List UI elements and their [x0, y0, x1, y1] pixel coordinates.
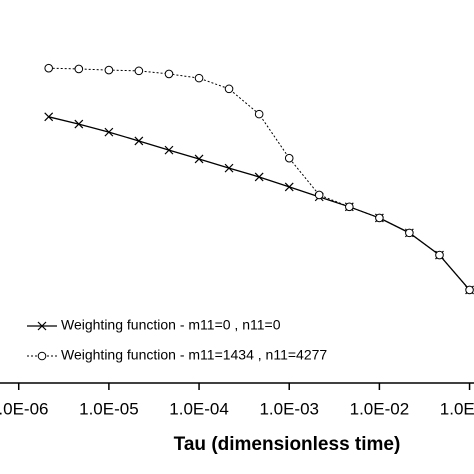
legend-marker — [37, 351, 47, 361]
data-point — [405, 228, 414, 238]
legend-marker — [37, 321, 47, 331]
x-tick-label: 1.0E-04 — [169, 399, 229, 418]
data-point — [104, 127, 114, 137]
data-point — [104, 65, 114, 75]
series-line — [48, 67, 470, 291]
data-point — [224, 84, 234, 94]
data-point — [224, 163, 234, 173]
data-point — [345, 202, 354, 212]
data-point — [164, 69, 174, 79]
data-point — [134, 136, 144, 146]
data-point — [194, 154, 204, 164]
legend-label: Weighting function - m11=1434 , n11=4277 — [61, 347, 327, 363]
data-point — [465, 285, 474, 295]
data-point — [74, 119, 84, 129]
series-line — [48, 116, 471, 291]
legend-label: Weighting function - m11=0 , n11=0 — [61, 317, 281, 333]
x-tick-label: 1.0E-05 — [79, 399, 139, 418]
data-point — [164, 145, 174, 155]
data-point — [74, 64, 84, 74]
data-point — [44, 63, 53, 73]
x-axis-label: Tau (dimensionless time) — [174, 434, 401, 455]
data-point — [134, 66, 144, 76]
data-point — [254, 172, 264, 182]
data-point — [194, 73, 204, 83]
x-tick-label: 1.0E-03 — [259, 399, 319, 418]
data-point — [284, 182, 294, 192]
data-point — [284, 153, 294, 163]
data-point — [44, 112, 54, 122]
data-point — [254, 109, 264, 119]
x-tick-label: 1.0E-01 — [440, 399, 474, 418]
data-point — [435, 250, 444, 260]
x-tick-label: 1.0E-02 — [350, 399, 410, 418]
data-point — [314, 190, 324, 200]
x-tick-label: 1.0E-06 — [0, 399, 48, 418]
data-point — [375, 213, 384, 223]
